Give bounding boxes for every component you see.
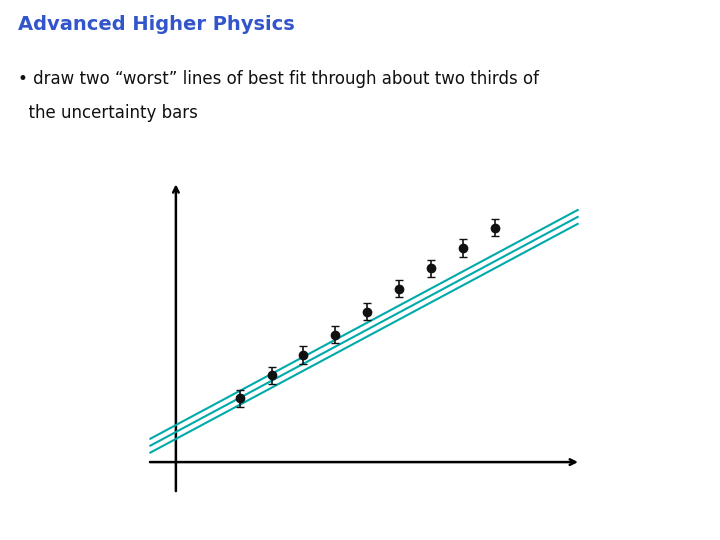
Text: • draw two “worst” lines of best fit through about two thirds of: • draw two “worst” lines of best fit thr… [18, 70, 539, 88]
Text: the uncertainty bars: the uncertainty bars [18, 104, 198, 122]
Text: Advanced Higher Physics: Advanced Higher Physics [18, 15, 294, 34]
